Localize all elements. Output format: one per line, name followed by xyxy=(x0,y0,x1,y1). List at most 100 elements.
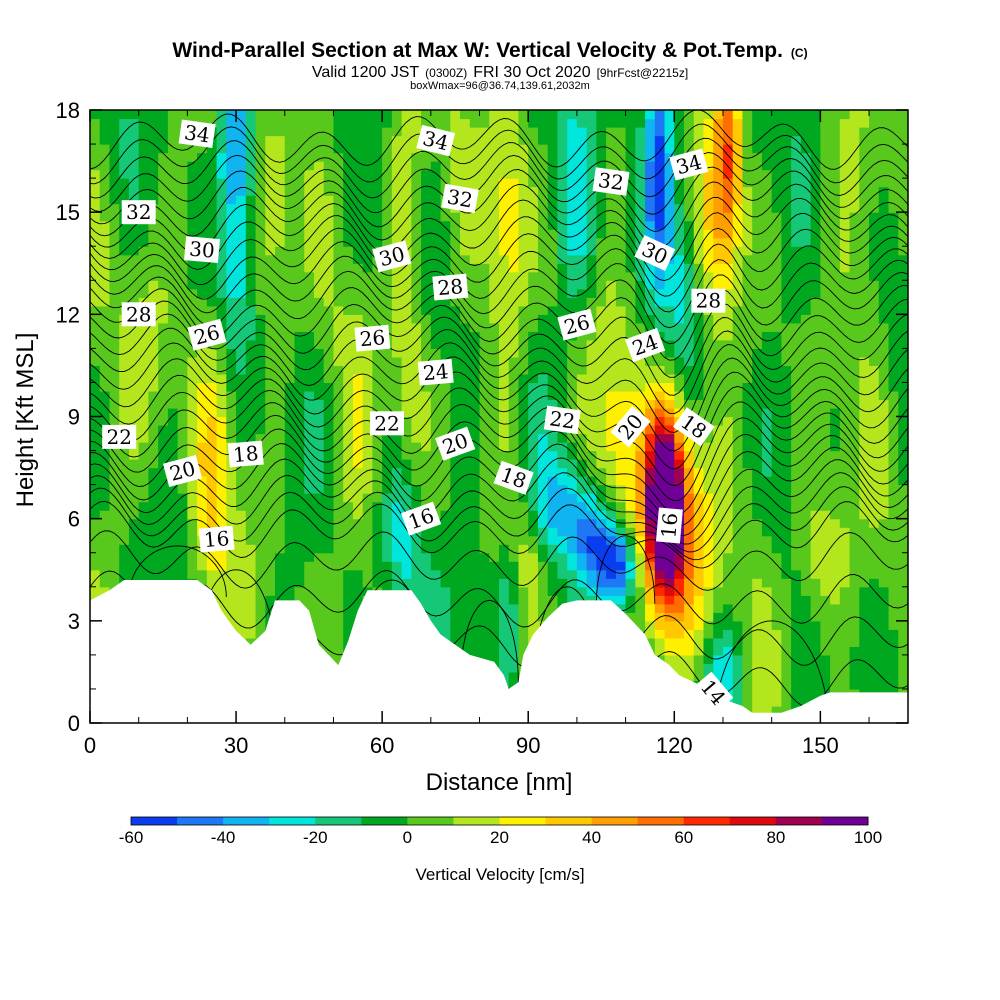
w-cell xyxy=(450,476,461,486)
w-cell xyxy=(177,314,188,324)
w-cell xyxy=(284,229,296,239)
w-cell xyxy=(576,195,588,205)
w-cell xyxy=(450,314,461,324)
w-cell xyxy=(654,365,666,375)
w-cell xyxy=(323,586,335,596)
w-cell xyxy=(255,569,266,579)
w-cell xyxy=(713,161,724,171)
w-cell xyxy=(693,144,705,154)
w-cell xyxy=(236,578,247,588)
w-cell xyxy=(625,365,636,375)
w-cell xyxy=(352,518,364,528)
w-cell xyxy=(722,161,734,171)
w-cell xyxy=(761,518,773,528)
w-cell xyxy=(722,578,734,588)
w-cell xyxy=(304,220,315,230)
w-cell xyxy=(90,161,101,171)
w-cell xyxy=(664,629,675,639)
w-cell xyxy=(499,450,510,460)
w-cell xyxy=(197,578,208,588)
w-cell xyxy=(547,195,559,205)
w-cell xyxy=(401,229,412,239)
w-cell xyxy=(216,595,227,605)
w-cell xyxy=(343,331,354,341)
w-cell xyxy=(732,195,744,205)
w-cell xyxy=(722,544,734,554)
w-cell xyxy=(119,484,130,494)
w-cell xyxy=(693,127,705,137)
w-cell xyxy=(167,135,179,145)
w-cell xyxy=(654,646,666,656)
w-cell xyxy=(411,110,422,120)
w-cell xyxy=(713,620,724,630)
w-cell xyxy=(362,356,374,367)
w-cell xyxy=(177,518,188,528)
w-cell xyxy=(645,195,656,205)
w-cell xyxy=(372,510,383,520)
w-cell xyxy=(206,459,218,469)
w-cell xyxy=(362,203,374,213)
w-cell xyxy=(99,220,111,230)
w-cell xyxy=(537,186,549,196)
w-cell xyxy=(469,493,481,503)
w-cell xyxy=(713,646,724,656)
w-cell xyxy=(430,212,442,222)
w-cell xyxy=(362,280,374,290)
w-cell xyxy=(645,263,656,273)
w-cell xyxy=(109,254,120,264)
w-cell xyxy=(167,493,179,503)
w-cell xyxy=(197,203,208,213)
w-cell xyxy=(294,135,305,145)
w-cell xyxy=(90,212,101,222)
w-cell xyxy=(411,135,422,145)
w-cell xyxy=(158,110,169,120)
w-cell xyxy=(236,484,247,494)
w-cell xyxy=(411,544,422,554)
w-cell xyxy=(236,152,247,162)
w-cell xyxy=(528,331,539,341)
w-cell xyxy=(518,339,529,349)
w-cell xyxy=(90,399,101,409)
w-cell xyxy=(625,373,636,384)
w-cell xyxy=(226,271,237,281)
w-cell xyxy=(382,220,393,230)
w-cell xyxy=(119,544,130,554)
w-cell xyxy=(479,544,490,554)
w-cell xyxy=(528,569,539,579)
w-cell xyxy=(197,186,208,196)
w-cell xyxy=(255,110,266,120)
w-cell xyxy=(499,339,510,349)
w-cell xyxy=(148,450,159,460)
w-cell xyxy=(713,637,724,647)
w-cell xyxy=(625,535,636,545)
w-cell xyxy=(596,476,607,486)
w-cell xyxy=(304,331,315,341)
w-cell xyxy=(109,544,120,554)
w-cell xyxy=(489,169,500,179)
w-cell xyxy=(226,552,237,562)
w-cell xyxy=(742,169,753,179)
w-cell xyxy=(138,246,150,256)
w-cell xyxy=(499,586,510,596)
w-cell xyxy=(693,561,705,571)
w-cell xyxy=(557,493,568,503)
w-cell xyxy=(537,390,549,401)
w-cell xyxy=(372,297,383,307)
w-cell xyxy=(664,637,675,647)
w-cell xyxy=(382,433,393,443)
w-cell xyxy=(664,484,675,494)
w-cell xyxy=(411,178,422,188)
w-cell xyxy=(703,493,714,503)
w-cell xyxy=(313,305,325,315)
w-cell xyxy=(576,297,588,307)
w-cell xyxy=(635,118,646,128)
w-cell xyxy=(645,127,656,137)
w-cell xyxy=(391,493,403,503)
w-cell xyxy=(284,237,296,247)
w-cell xyxy=(567,203,578,213)
w-cell xyxy=(148,467,159,477)
w-cell xyxy=(761,603,773,613)
w-cell xyxy=(713,603,724,613)
w-cell xyxy=(674,110,685,120)
w-cell xyxy=(304,561,315,571)
